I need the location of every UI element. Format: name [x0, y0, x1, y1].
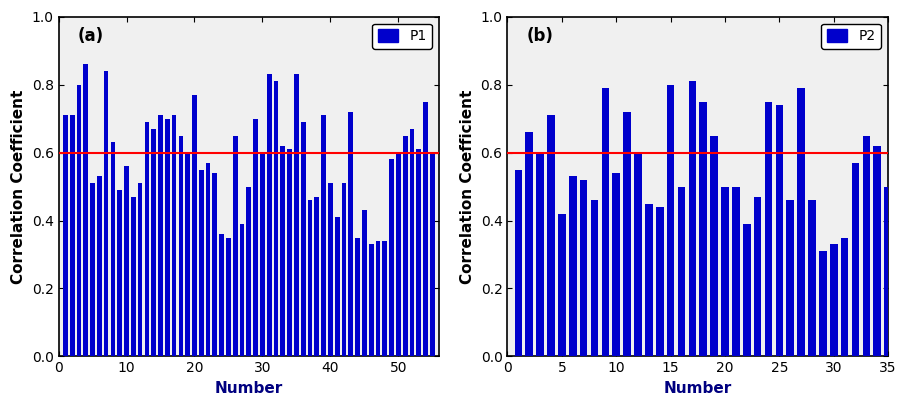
Bar	[273, 81, 279, 357]
Bar	[819, 251, 826, 357]
Legend: P2: P2	[821, 24, 881, 49]
Bar	[70, 115, 74, 357]
Bar	[172, 115, 176, 357]
Bar	[699, 102, 707, 357]
Bar	[90, 183, 95, 357]
Bar	[634, 153, 642, 357]
Bar	[199, 170, 203, 357]
Bar	[666, 85, 675, 357]
Bar	[569, 176, 577, 357]
Bar	[63, 115, 68, 357]
Bar	[688, 81, 696, 357]
Bar	[537, 153, 544, 357]
Bar	[548, 115, 555, 357]
Bar	[355, 238, 360, 357]
X-axis label: Number: Number	[664, 381, 732, 396]
Bar	[601, 88, 609, 357]
Bar	[677, 186, 686, 357]
Bar	[376, 241, 380, 357]
Bar	[830, 244, 837, 357]
Bar	[786, 200, 794, 357]
Bar	[558, 214, 566, 357]
Bar	[158, 115, 163, 357]
Bar	[873, 146, 881, 357]
Bar	[185, 153, 190, 357]
Bar	[526, 132, 533, 357]
Bar	[165, 118, 170, 357]
Bar	[84, 64, 88, 357]
Bar	[403, 136, 408, 357]
Bar	[314, 197, 320, 357]
Bar	[335, 217, 340, 357]
Text: (b): (b)	[527, 27, 553, 45]
Bar	[240, 224, 244, 357]
Bar	[267, 74, 271, 357]
Bar	[124, 166, 129, 357]
Bar	[369, 244, 373, 357]
Bar	[612, 173, 620, 357]
X-axis label: Number: Number	[215, 381, 283, 396]
Bar	[808, 200, 815, 357]
Bar	[192, 95, 197, 357]
Bar	[410, 129, 414, 357]
Bar	[287, 149, 292, 357]
Bar	[246, 186, 252, 357]
Bar	[294, 74, 299, 357]
Bar	[884, 186, 892, 357]
Bar	[138, 183, 143, 357]
Bar	[111, 142, 115, 357]
Legend: P1: P1	[372, 24, 432, 49]
Bar	[430, 153, 435, 357]
Bar	[852, 163, 859, 357]
Bar	[232, 136, 238, 357]
Bar	[328, 183, 333, 357]
Bar	[721, 186, 729, 357]
Bar	[797, 88, 804, 357]
Bar	[104, 71, 108, 357]
Bar	[97, 176, 102, 357]
Bar	[417, 149, 421, 357]
Bar	[341, 183, 347, 357]
Bar	[226, 238, 231, 357]
Bar	[841, 238, 848, 357]
Bar	[206, 163, 211, 357]
Bar	[423, 102, 428, 357]
Bar	[656, 207, 664, 357]
Bar	[754, 197, 762, 357]
Bar	[76, 85, 82, 357]
Bar	[253, 118, 258, 357]
Bar	[515, 170, 522, 357]
Bar	[396, 153, 400, 357]
Bar	[281, 146, 285, 357]
Bar	[117, 190, 122, 357]
Bar	[863, 136, 870, 357]
Bar	[220, 234, 224, 357]
Bar	[710, 136, 718, 357]
Bar	[390, 160, 394, 357]
Bar	[321, 115, 326, 357]
Bar	[152, 129, 156, 357]
Bar	[732, 186, 740, 357]
Bar	[301, 122, 306, 357]
Bar	[775, 105, 784, 357]
Bar	[580, 180, 587, 357]
Bar	[623, 112, 631, 357]
Text: (a): (a)	[77, 27, 104, 45]
Bar	[645, 204, 653, 357]
Y-axis label: Correlation Coefficient: Correlation Coefficient	[460, 90, 475, 284]
Bar	[349, 112, 353, 357]
Bar	[362, 210, 367, 357]
Bar	[591, 200, 598, 357]
Bar	[212, 173, 217, 357]
Bar	[260, 153, 265, 357]
Bar	[308, 200, 312, 357]
Bar	[131, 197, 135, 357]
Y-axis label: Correlation Coefficient: Correlation Coefficient	[11, 90, 26, 284]
Bar	[765, 102, 773, 357]
Bar	[179, 136, 183, 357]
Bar	[144, 122, 149, 357]
Bar	[743, 224, 751, 357]
Bar	[382, 241, 387, 357]
